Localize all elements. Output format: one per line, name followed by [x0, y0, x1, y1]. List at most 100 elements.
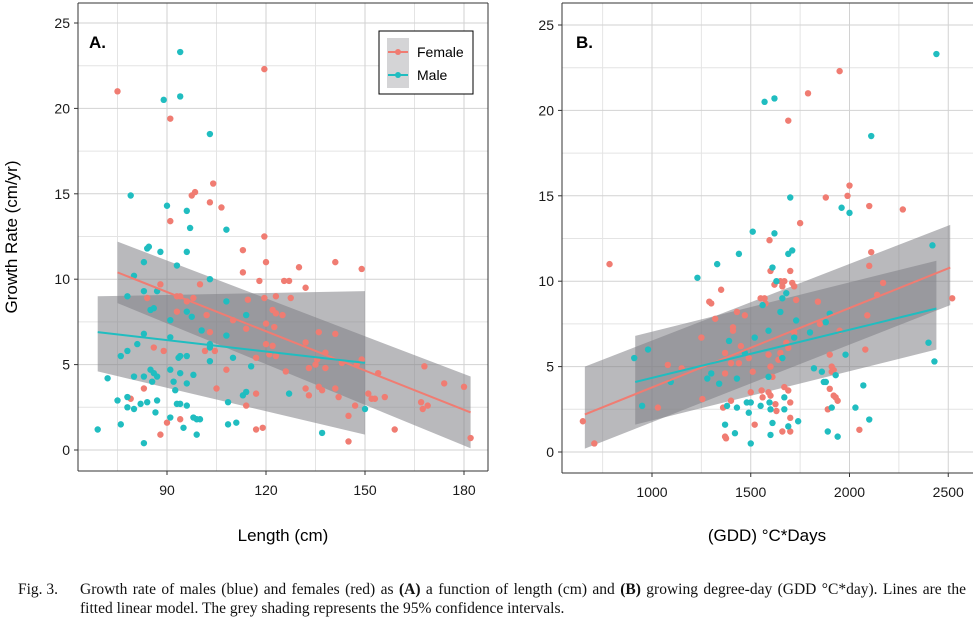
y-tick-label: 20	[54, 100, 70, 116]
point-male	[130, 373, 138, 380]
point-female	[761, 295, 768, 302]
point-female	[816, 320, 824, 328]
point-female	[140, 385, 148, 392]
point-male	[167, 316, 174, 324]
point-male	[765, 327, 772, 334]
point-female	[196, 281, 204, 288]
point-female	[791, 283, 798, 290]
legend-key-bg	[387, 38, 409, 88]
point-male	[931, 358, 938, 365]
point-female	[173, 308, 181, 315]
point-female	[252, 354, 260, 361]
point-female	[814, 298, 822, 305]
point-male	[152, 409, 159, 416]
point-female	[785, 117, 792, 124]
point-female	[826, 385, 833, 393]
point-male	[114, 397, 121, 404]
point-female	[779, 283, 786, 290]
point-female	[834, 397, 841, 404]
point-male	[153, 373, 161, 380]
fit-line-male	[634, 307, 937, 383]
point-male	[761, 98, 768, 106]
point-female	[721, 349, 729, 357]
point-male	[150, 305, 157, 312]
y-tick-label: 5	[546, 359, 554, 375]
caption-figure-number: Fig. 3.	[18, 581, 59, 598]
point-female	[302, 385, 309, 392]
point-female	[804, 90, 812, 97]
point-male	[860, 382, 867, 389]
point-female	[779, 428, 786, 435]
point-male	[771, 95, 778, 102]
point-female	[949, 295, 956, 302]
point-female	[261, 65, 268, 73]
point-female	[735, 359, 743, 367]
point-female	[381, 393, 388, 401]
caption-part-3: growing degree-day (GDD °C*day). Lines a…	[80, 581, 967, 617]
point-female	[201, 347, 209, 355]
point-female	[787, 399, 794, 406]
point-female	[836, 67, 843, 75]
point-male	[773, 278, 780, 285]
point-male	[124, 347, 131, 355]
point-female	[210, 180, 217, 187]
x-tick-label: 120	[254, 482, 278, 498]
point-female	[259, 424, 266, 431]
point-male	[153, 397, 161, 404]
point-male	[94, 426, 101, 433]
point-male	[777, 308, 784, 316]
point-male	[196, 416, 204, 423]
point-female	[144, 294, 151, 302]
point-male	[243, 311, 250, 319]
point-male	[140, 258, 148, 266]
point-male	[183, 248, 190, 256]
point-female	[787, 428, 794, 435]
legend-male-label: Male	[417, 67, 448, 83]
point-female	[239, 269, 247, 276]
point-male	[137, 400, 144, 408]
points-a	[94, 48, 474, 447]
point-female	[758, 387, 765, 394]
y-tick-label: 0	[546, 444, 554, 460]
point-female	[302, 284, 309, 291]
point-female	[223, 366, 230, 373]
point-female	[419, 405, 426, 413]
point-female	[218, 204, 225, 211]
point-female	[391, 426, 398, 433]
point-male	[117, 421, 125, 428]
point-male	[206, 130, 214, 138]
point-female	[305, 364, 313, 372]
point-female	[315, 328, 322, 336]
point-male	[140, 439, 148, 447]
point-male	[183, 402, 190, 409]
legend-male-marker	[395, 72, 401, 78]
point-female	[322, 364, 329, 372]
point-female	[579, 418, 587, 425]
point-female	[785, 387, 792, 394]
ticks-b: 0 5 10 15 20 25 1000 1500 2000 2500	[538, 17, 964, 500]
fit-line-female	[117, 271, 471, 414]
point-male	[177, 400, 184, 408]
point-male	[117, 352, 125, 360]
point-male	[781, 406, 788, 413]
point-male	[104, 375, 111, 382]
point-male	[791, 334, 798, 341]
point-female	[741, 312, 749, 319]
point-male	[765, 373, 772, 381]
point-female	[332, 330, 339, 338]
x-axis-label-a: Length (cm)	[238, 526, 329, 545]
point-female	[160, 347, 167, 355]
y-axis-label: Growth Rate (cm/yr)	[2, 160, 21, 313]
x-tick-label: 1500	[735, 484, 766, 500]
point-male	[638, 402, 646, 410]
point-male	[868, 132, 875, 140]
points-b	[579, 50, 956, 447]
point-female	[767, 363, 774, 370]
point-female	[190, 294, 197, 302]
point-female	[830, 366, 837, 374]
point-female	[206, 328, 214, 336]
point-female	[358, 356, 365, 363]
point-male	[787, 194, 794, 201]
point-male	[167, 414, 174, 421]
